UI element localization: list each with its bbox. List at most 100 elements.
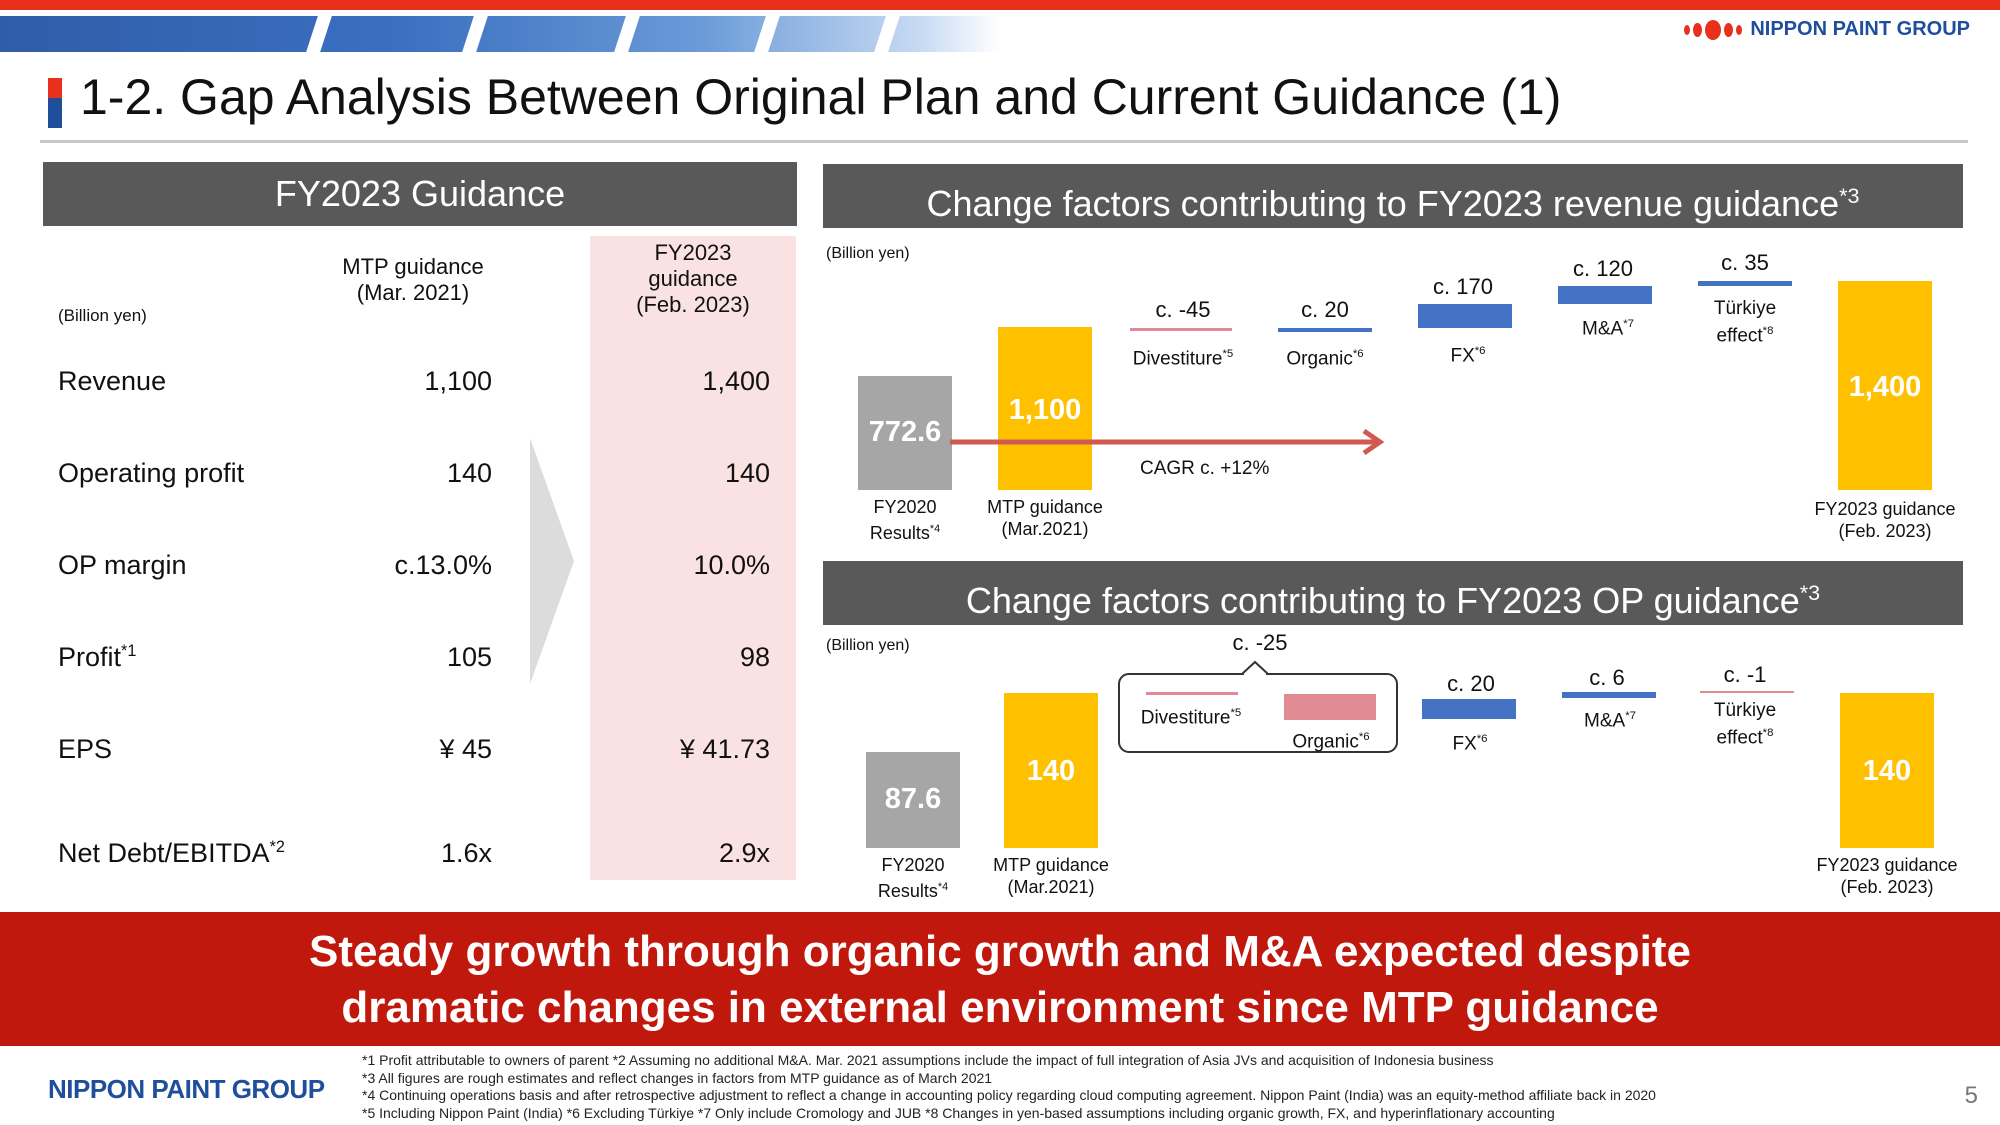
- op-value-mtp: 140: [1026, 755, 1076, 787]
- revenue-factor-bar-organic: [1278, 328, 1372, 332]
- fy2023-column-highlight: [590, 236, 796, 880]
- footnote-line: *1 Profit attributable to owners of pare…: [362, 1052, 1494, 1068]
- row-label-eps: EPS: [58, 734, 113, 764]
- row-label-revenue: Revenue: [58, 366, 167, 396]
- axis-line-text: Results: [877, 881, 938, 901]
- page-number: 5: [1964, 1082, 1978, 1109]
- row-mtp-net-debt-ebitda: 1.6x: [440, 838, 492, 868]
- revenue-factor-label-fx: FX*6: [1408, 340, 1528, 367]
- footnote-ref: *4: [929, 523, 941, 535]
- axis-line: FY2020: [881, 855, 945, 875]
- chevron-right-icon: [530, 438, 574, 684]
- revenue-factor-bar-divestiture: [1130, 328, 1232, 331]
- op-factor-label-turkiye: Türkiye effect*8: [1680, 700, 1810, 749]
- net-debt-label-text: Net Debt/EBITDA: [58, 838, 270, 868]
- axis-line-text: Results: [869, 523, 930, 543]
- axis-line: Results*4: [853, 876, 973, 902]
- footnote-ref: *3: [1799, 580, 1821, 605]
- op-bar-mtp: [1004, 693, 1098, 848]
- factor-label-text: M&A: [1584, 710, 1626, 732]
- revenue-bar-fy2023: [1838, 281, 1932, 490]
- guidance-heading: FY2023 Guidance: [43, 162, 797, 226]
- op-group-bracket: [1118, 660, 1398, 753]
- op-axis-fy2023: FY2023 guidance (Feb. 2023): [1800, 854, 1974, 898]
- revenue-heading-text: Change factors contributing to FY2023 re…: [926, 183, 1840, 224]
- row-mtp-op-margin: c.13.0%: [394, 550, 492, 580]
- revenue-value-fy2023: 1,400: [1848, 371, 1922, 403]
- revenue-factor-bar-turkiye: [1698, 281, 1792, 286]
- fy2023-header-line: (Feb. 2023): [636, 292, 750, 317]
- table-unit-label: (Billion yen): [58, 306, 147, 325]
- op-factor-bar-divestiture: [1146, 692, 1238, 695]
- row-label-operating-profit: Operating profit: [58, 458, 245, 488]
- footnote-ref: *5: [1222, 348, 1234, 360]
- fy2023-header-line: FY2023: [654, 240, 732, 265]
- row-fy2023-operating-profit: 140: [724, 458, 770, 488]
- op-factor-value-turkiye: c. -1: [1723, 662, 1767, 687]
- op-unit-label: (Billion yen): [826, 637, 910, 654]
- op-factor-value-fx: c. 20: [1447, 671, 1495, 696]
- revenue-factor-bar-fx: [1418, 304, 1512, 328]
- factor-label-text: Divestiture: [1140, 707, 1231, 729]
- footnote-line: *3 All figures are rough estimates and r…: [362, 1069, 993, 1086]
- row-fy2023-eps: ¥ 41.73: [679, 734, 770, 764]
- revenue-factor-label-organic: Organic*6: [1260, 343, 1390, 370]
- axis-line: FY2023 guidance: [1816, 855, 1958, 875]
- op-factor-bar-ma: [1562, 692, 1656, 698]
- op-axis-mtp: MTP guidance (Mar.2021): [981, 854, 1121, 898]
- fy2023-column-header: FY2023 guidance (Feb. 2023): [590, 240, 796, 318]
- footnote-line: *4 Continuing operations basis and after…: [362, 1087, 1656, 1103]
- revenue-factor-bar-ma: [1558, 286, 1652, 304]
- footnotes: *1 Profit attributable to owners of pare…: [362, 1052, 1656, 1122]
- revenue-factor-value-organic: c. 20: [1301, 297, 1349, 322]
- revenue-factor-value-fx: c. 170: [1433, 274, 1493, 299]
- row-fy2023-revenue: 1,400: [702, 366, 770, 396]
- op-factor-label-fx: FX*6: [1410, 728, 1530, 755]
- footnote-line: *5 Including Nippon Paint (India) *6 Exc…: [362, 1104, 1555, 1121]
- title-accent-bar: [48, 78, 62, 128]
- footnote-ref: *8: [1762, 727, 1774, 739]
- op-factor-label-ma: M&A*7: [1550, 705, 1670, 732]
- revenue-axis-fy2020: FY2020 Results*4: [845, 496, 965, 544]
- cagr-arrow: [950, 429, 1385, 455]
- footnote-ref: *6: [1358, 731, 1370, 743]
- banner-line: dramatic changes in external environment…: [341, 983, 1659, 1032]
- op-factor-bar-organic: [1284, 694, 1376, 720]
- axis-line: FY2023 guidance: [1814, 499, 1956, 519]
- factor-label-text: Türkiye: [1713, 298, 1777, 319]
- row-mtp-operating-profit: 140: [446, 458, 492, 488]
- row-fy2023-profit: 98: [739, 642, 770, 672]
- op-bar-fy2023: [1840, 693, 1934, 848]
- row-fy2023-op-margin: 10.0%: [693, 550, 770, 580]
- brand-name-top: NIPPON PAINT GROUP: [1750, 18, 1970, 40]
- factor-label-text: Organic: [1286, 348, 1353, 370]
- revenue-axis-fy2023: FY2023 guidance (Feb. 2023): [1798, 498, 1972, 542]
- op-value-fy2020: 87.6: [884, 783, 942, 815]
- factor-label-text: FX: [1452, 733, 1477, 755]
- footnote-ref: *7: [1625, 710, 1636, 722]
- op-factor-bar-turkiye: [1700, 691, 1794, 693]
- footnote-ref: *6: [1474, 345, 1486, 357]
- op-heading-text: Change factors contributing to FY2023 OP…: [965, 580, 1800, 621]
- axis-line: MTP guidance: [987, 497, 1103, 517]
- mtp-column-header: MTP guidance (Mar. 2021): [318, 254, 508, 306]
- revenue-unit-label: (Billion yen): [826, 245, 910, 262]
- axis-line: FY2020: [873, 497, 937, 517]
- op-chart-heading: Change factors contributing to FY2023 OP…: [823, 561, 1963, 625]
- revenue-axis-mtp: MTP guidance (Mar.2021): [975, 496, 1115, 540]
- title-divider: [40, 140, 1968, 143]
- op-group-value: c. -25: [1232, 630, 1288, 655]
- op-axis-fy2020: FY2020 Results*4: [853, 854, 973, 902]
- brand-logo-top: NIPPON PAINT GROUP: [1684, 18, 1970, 41]
- axis-line: MTP guidance: [993, 855, 1109, 875]
- footnote-ref: *6: [1476, 733, 1488, 745]
- axis-line: (Mar.2021): [1001, 519, 1089, 539]
- logo-dots-icon: [1684, 19, 1743, 40]
- op-value-fy2023: 140: [1862, 755, 1912, 787]
- factor-label-text: M&A: [1582, 318, 1624, 340]
- mtp-header-line: (Mar. 2021): [356, 280, 470, 305]
- factor-label-text: FX: [1450, 345, 1475, 367]
- footnote-ref: *6: [1352, 348, 1364, 360]
- factor-label-text: effect: [1716, 727, 1763, 749]
- brand-logo-bottom: NIPPON PAINT GROUP: [48, 1074, 325, 1104]
